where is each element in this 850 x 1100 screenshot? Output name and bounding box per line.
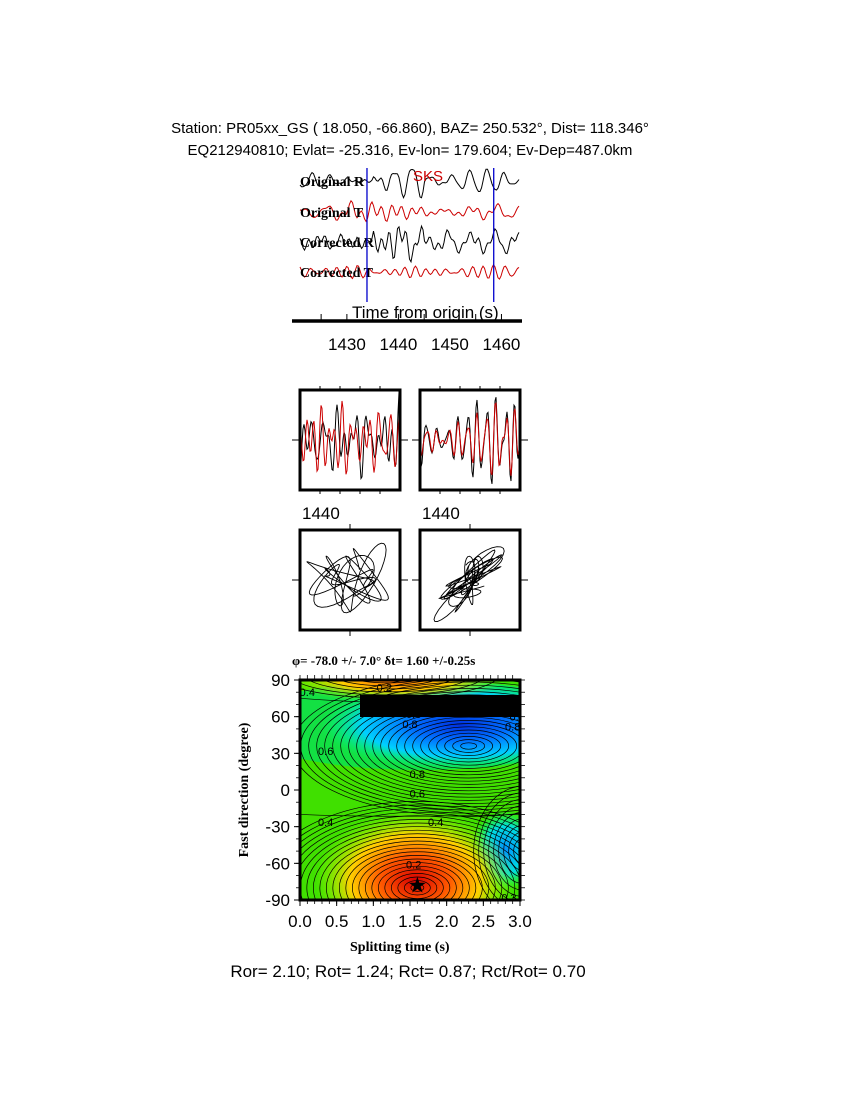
contour-label: 0.6 — [410, 789, 425, 801]
contour-label: 0.8 — [402, 719, 417, 731]
comparison-tick-label: 1440 — [302, 504, 340, 523]
grid-xtick-label: 2.5 — [472, 912, 496, 931]
slow-trace — [419, 402, 521, 476]
particle-motion-path — [433, 546, 505, 622]
slow-trace — [299, 400, 401, 475]
time-tick-label: 1440 — [379, 335, 417, 354]
contour-label: 0.6 — [406, 709, 421, 721]
grid-xtick-label: 1.5 — [398, 912, 422, 931]
grid-xtick-label: 3.0 — [508, 912, 532, 931]
contour-label: 0. — [510, 712, 519, 724]
grid-xtick-label: 1.0 — [362, 912, 386, 931]
waveform-panel: Original R Original T Corrected R Corrected… — [292, 168, 522, 354]
best-fit-star-icon: ★ — [407, 872, 427, 897]
comparison-tick-label: 1440 — [422, 504, 460, 523]
grid-xlabel: Splitting time (s) — [350, 940, 450, 955]
grid-ytick-label: 0 — [281, 781, 290, 800]
footer-ratios: Ror= 2.10; Rot= 1.24; Rct= 0.87; Rct/Rot… — [230, 962, 586, 981]
contour-label: 0.2 — [377, 682, 392, 694]
time-tick-label: 1460 — [483, 335, 521, 354]
contour-label: 0.4 — [428, 817, 443, 829]
grid-ylabel: Fast direction (degree) — [237, 722, 252, 858]
energy-grid-panel: 0.20.40.40.60.80.0.80.60.80.60.4 0.40.20.… — [265, 671, 532, 931]
grid-ytick-label: -30 — [265, 818, 290, 837]
trace-original-t — [299, 199, 520, 223]
trace-corrected-t — [299, 263, 520, 280]
grid-xtick-label: 0.0 — [288, 912, 312, 931]
contour-label: 0.6 — [318, 746, 333, 758]
contour-label: 0.8 — [505, 721, 520, 733]
waveform-xlabel: Time from origin (s) — [352, 303, 499, 322]
fast-trace — [419, 397, 521, 484]
grid-title: φ= -78.0 +/- 7.0° δt= 1.60 +/-0.25s — [292, 653, 476, 668]
trace-original-r — [299, 168, 520, 200]
trace-label: Original R — [300, 175, 365, 190]
contour-label: 0.8 — [410, 769, 425, 781]
grid-ytick-label: 90 — [271, 671, 290, 690]
trace-label: Corrected R — [300, 236, 375, 251]
contour-label: 0.4 — [318, 817, 333, 829]
grid-ytick-label: -90 — [265, 891, 290, 910]
trace-label: Corrected T — [300, 266, 374, 281]
time-tick-label: 1450 — [431, 335, 469, 354]
contour-label: 0.3 — [501, 893, 516, 905]
title-event: EQ212940810; Evlat= -25.316, Ev-lon= 179… — [187, 142, 633, 159]
time-tick-label: 1430 — [328, 335, 366, 354]
grid-xtick-label: 0.5 — [325, 912, 349, 931]
particle-motion-path — [306, 542, 389, 614]
phase-label: SKS — [413, 168, 443, 185]
grid-ytick-label: 30 — [271, 744, 290, 763]
grid-ytick-label: -60 — [265, 854, 290, 873]
contour-label: 0.4 — [300, 687, 315, 699]
grid-xtick-label: 2.0 — [435, 912, 459, 931]
comparison-panels: 1440 1440 — [292, 386, 528, 636]
title-station: Station: PR05xx_GS ( 18.050, -66.860), B… — [171, 120, 649, 137]
contour-label: 0.4 — [410, 699, 425, 711]
trace-label: Original T — [300, 206, 364, 221]
grid-ytick-label: 60 — [271, 708, 290, 727]
trace-corrected-r — [299, 224, 520, 264]
contour-label: 0.2 — [406, 860, 421, 872]
